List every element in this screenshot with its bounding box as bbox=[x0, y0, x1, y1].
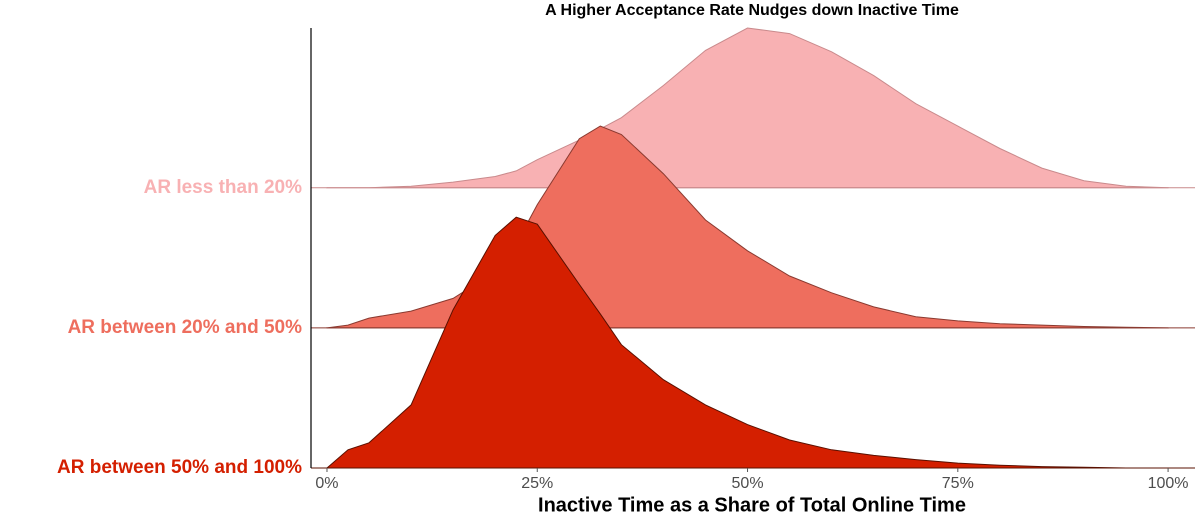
x-tick-label: 25% bbox=[521, 475, 553, 492]
chart-title: A Higher Acceptance Rate Nudges down Ina… bbox=[545, 2, 959, 19]
x-tick-label: 75% bbox=[942, 475, 974, 492]
x-tick-label: 50% bbox=[732, 475, 764, 492]
x-axis-title: Inactive Time as a Share of Total Online… bbox=[538, 494, 966, 516]
category-label: AR between 20% and 50% bbox=[68, 317, 303, 338]
x-tick-label: 100% bbox=[1148, 475, 1189, 492]
category-label: AR less than 20% bbox=[144, 177, 302, 198]
ridge-area bbox=[326, 27, 1169, 189]
category-label: AR between 50% and 100% bbox=[57, 457, 302, 478]
x-tick-label: 0% bbox=[315, 475, 338, 492]
